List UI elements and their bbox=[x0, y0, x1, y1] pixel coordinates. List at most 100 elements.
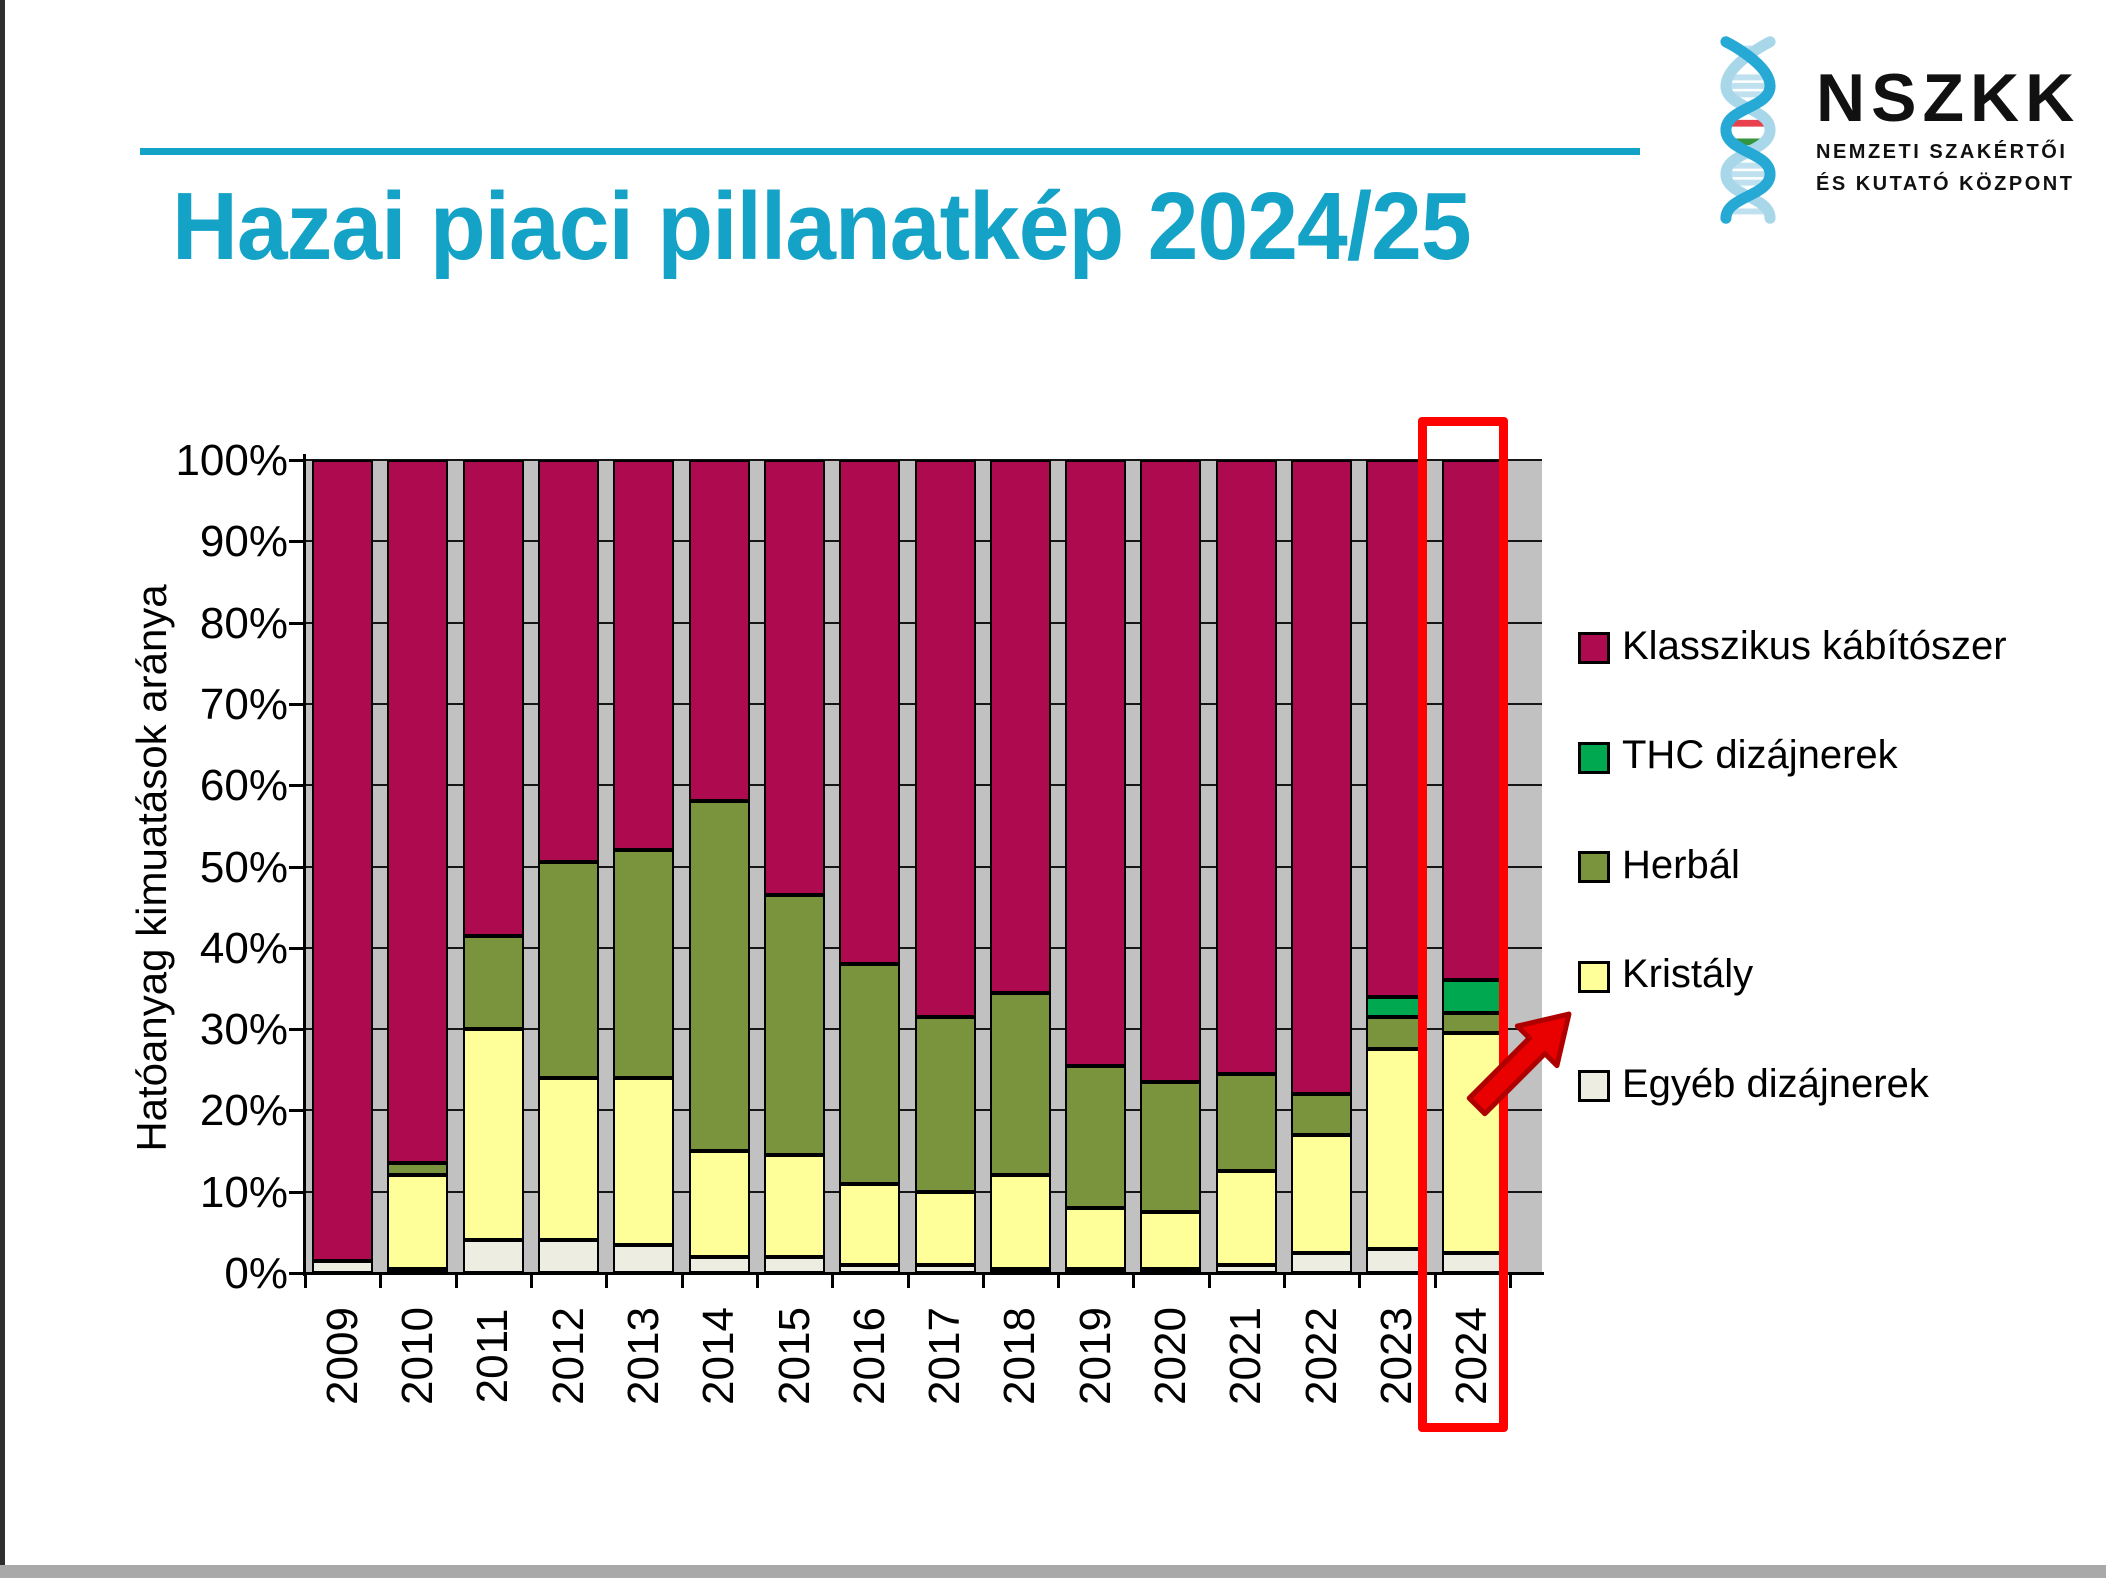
legend-item-4: Kristály bbox=[1578, 952, 1753, 997]
bar-segment bbox=[688, 801, 750, 1152]
bars-container bbox=[305, 460, 1510, 1273]
bar-segment bbox=[989, 1268, 1051, 1273]
y-tick-label-70%: 70% bbox=[199, 679, 288, 729]
y-tick bbox=[289, 459, 305, 462]
logo-wordmark: NSZKK bbox=[1816, 60, 2081, 136]
legend-swatch-icon bbox=[1578, 1070, 1610, 1102]
bar-segment bbox=[1065, 1065, 1127, 1208]
bar-segment bbox=[462, 460, 524, 936]
bar-segment bbox=[1441, 460, 1503, 981]
y-tick-label-30%: 30% bbox=[199, 1005, 288, 1055]
x-tick bbox=[1358, 1275, 1362, 1288]
bar-segment bbox=[462, 935, 524, 1030]
legend-swatch-icon bbox=[1578, 851, 1610, 883]
bar-segment bbox=[914, 1016, 976, 1192]
stacked-bar-2016 bbox=[839, 460, 901, 1273]
stacked-bar-2015 bbox=[763, 460, 825, 1273]
x-tick-label-2011: 2011 bbox=[468, 1308, 518, 1404]
legend-label: Herbál bbox=[1622, 842, 1740, 887]
stacked-bar-2011 bbox=[462, 460, 524, 1273]
bar-segment bbox=[763, 1256, 825, 1273]
x-tick bbox=[1057, 1275, 1061, 1288]
bar-slot-2010 bbox=[380, 460, 455, 1273]
bar-segment bbox=[537, 1077, 599, 1241]
legend-swatch-icon bbox=[1578, 960, 1610, 993]
bar-segment bbox=[989, 992, 1051, 1176]
bar-segment bbox=[688, 1256, 750, 1273]
bar-segment bbox=[914, 1191, 976, 1265]
bar-segment bbox=[1291, 1252, 1353, 1273]
bar-segment bbox=[1441, 980, 1503, 1013]
legend-item-2: THC dizájnerek bbox=[1578, 733, 1898, 778]
bar-slot-2017 bbox=[908, 460, 983, 1273]
x-tick-label-2014: 2014 bbox=[694, 1307, 744, 1405]
x-tick-label-2009: 2009 bbox=[317, 1307, 367, 1405]
x-tick bbox=[755, 1275, 759, 1288]
bar-segment bbox=[1366, 1248, 1428, 1273]
bar-segment bbox=[688, 1151, 750, 1257]
taskbar-strip bbox=[0, 1565, 2106, 1578]
plot-area bbox=[305, 459, 1542, 1273]
x-tick bbox=[1283, 1275, 1287, 1288]
logo-subtitle-line2: ÉS KUTATÓ KÖZPONT bbox=[1816, 173, 2075, 195]
bar-segment bbox=[387, 1163, 449, 1176]
stacked-bar-2013 bbox=[613, 460, 675, 1273]
x-tick bbox=[1509, 1275, 1512, 1288]
bar-segment bbox=[462, 1029, 524, 1241]
y-tick-label-90%: 90% bbox=[199, 517, 288, 567]
stacked-bar-2009 bbox=[312, 460, 373, 1273]
bar-segment bbox=[1291, 1134, 1353, 1253]
bar-segment bbox=[989, 1175, 1051, 1269]
bar-segment bbox=[312, 460, 373, 1261]
bar-slot-2016 bbox=[832, 460, 907, 1273]
bar-slot-2020 bbox=[1133, 460, 1208, 1273]
bar-segment bbox=[387, 1175, 449, 1269]
y-tick-label-20%: 20% bbox=[199, 1086, 288, 1136]
stacked-bar-2023 bbox=[1366, 460, 1428, 1273]
y-tick bbox=[289, 540, 305, 544]
bar-slot-2024 bbox=[1435, 460, 1510, 1273]
bar-segment bbox=[312, 1260, 373, 1273]
x-tick bbox=[379, 1275, 383, 1288]
x-tick-label-2013: 2013 bbox=[618, 1307, 668, 1405]
bar-segment bbox=[839, 460, 901, 965]
bar-segment bbox=[839, 1264, 901, 1273]
x-tick bbox=[529, 1275, 533, 1288]
y-tick bbox=[289, 621, 305, 625]
legend-label: THC dizájnerek bbox=[1622, 733, 1898, 777]
bar-segment bbox=[462, 1240, 524, 1273]
y-tick bbox=[289, 865, 305, 869]
bar-slot-2021 bbox=[1209, 460, 1284, 1273]
bar-slot-2011 bbox=[456, 460, 531, 1273]
bar-slot-2009 bbox=[305, 460, 380, 1273]
x-axis-line bbox=[291, 1272, 1544, 1275]
y-tick bbox=[289, 946, 305, 950]
stacked-bar-2018 bbox=[989, 460, 1051, 1273]
stacked-bar-2017 bbox=[914, 460, 976, 1273]
y-tick-label-50%: 50% bbox=[199, 842, 288, 892]
legend-label: Egyéb dizájnerek bbox=[1622, 1061, 1929, 1106]
x-tick-label-2015: 2015 bbox=[769, 1307, 819, 1405]
x-tick bbox=[304, 1275, 307, 1288]
legend-item-3: Herbál bbox=[1578, 843, 1740, 887]
highlight-rect-2024 bbox=[1418, 417, 1509, 1432]
y-tick bbox=[289, 1272, 305, 1275]
bar-segment bbox=[387, 460, 449, 1164]
bar-segment bbox=[763, 894, 825, 1156]
y-tick bbox=[289, 1109, 305, 1113]
y-tick-label-80%: 80% bbox=[199, 598, 288, 648]
x-tick bbox=[831, 1275, 835, 1288]
x-tick bbox=[981, 1275, 985, 1288]
x-tick-label-2021: 2021 bbox=[1221, 1307, 1271, 1405]
bar-segment bbox=[914, 460, 976, 1017]
y-axis-line bbox=[303, 454, 306, 1276]
y-tick bbox=[289, 702, 305, 706]
x-tick bbox=[1207, 1275, 1211, 1288]
bar-slot-2013 bbox=[606, 460, 681, 1273]
bar-segment bbox=[1140, 1081, 1202, 1213]
bar-segment bbox=[1366, 1049, 1428, 1249]
bar-segment bbox=[613, 1244, 675, 1273]
bar-segment bbox=[613, 850, 675, 1078]
bar-segment bbox=[1215, 1264, 1277, 1273]
highlight-arrow-icon bbox=[1466, 1011, 1572, 1117]
